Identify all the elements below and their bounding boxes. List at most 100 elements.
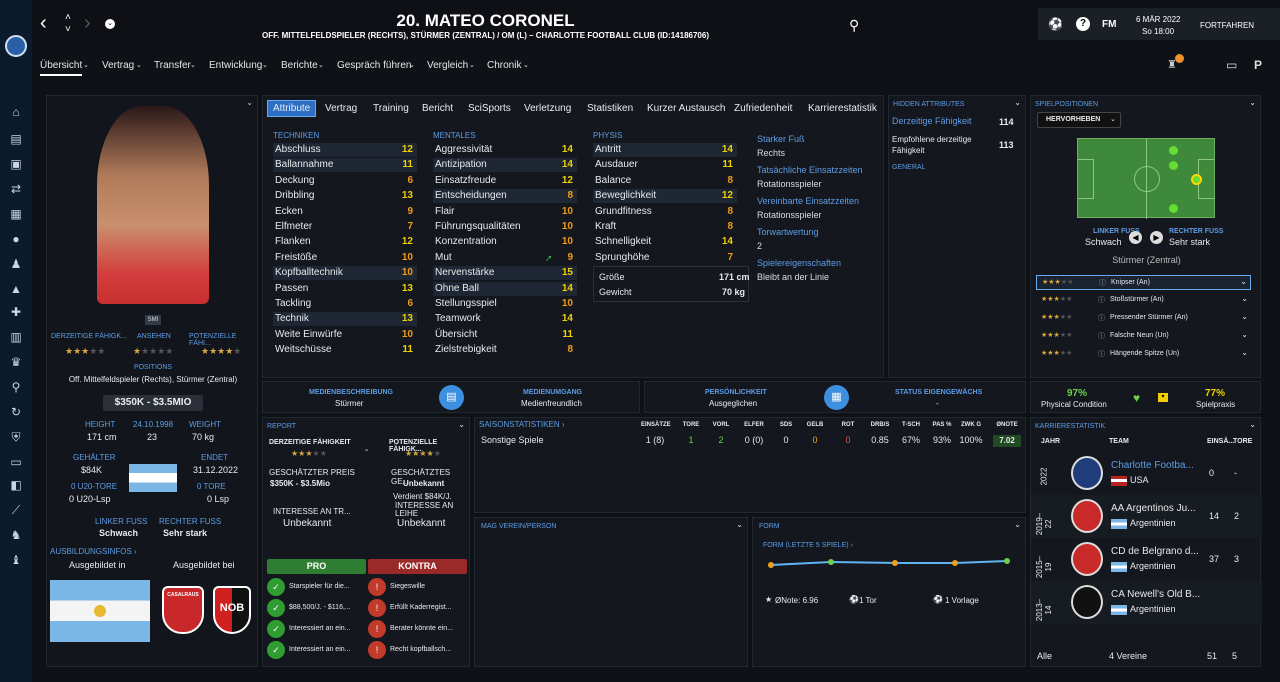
medical-icon[interactable]: ✚ [10,305,22,319]
nav-development[interactable]: Entwicklung [209,60,263,71]
dropdown-icon[interactable]: ⌄ [105,19,115,29]
liked-by-menu-icon[interactable]: ⌄ [736,520,743,529]
tab-scisports[interactable]: SciSports [468,103,511,114]
notification-icon[interactable]: ♜ [1167,59,1177,71]
hidden-menu-icon[interactable]: ⌄ [1014,98,1021,107]
briefcase-icon[interactable]: ▭ [10,455,22,469]
tactics-icon[interactable]: ▦ [10,207,22,221]
form-menu-icon[interactable]: ⌄ [1014,520,1021,529]
trophy-icon[interactable]: ♛ [10,355,22,369]
attribute-value: 7 [407,221,413,232]
career-team[interactable]: Charlotte Footba... [1111,460,1194,471]
fm-logo[interactable]: FM [1102,19,1117,30]
season-title[interactable]: SAISONSTATISTIKEN › [479,420,565,429]
form-subtitle[interactable]: FORM (LETZTE 5 SPIELE) › [763,542,853,549]
forward-icon[interactable]: › [84,12,91,34]
role-row[interactable]: ★★★★★ ⓘ Hängende Spitze (Un) ⌄ [1036,347,1251,362]
continue-button[interactable]: FORTFAHREN [1200,21,1255,30]
tab-contract[interactable]: Vertrag [325,103,358,114]
finance-icon[interactable]: ◧ [10,478,22,492]
tab-statistics[interactable]: Statistiken [587,103,634,114]
career-team[interactable]: CD de Belgrano d... [1111,546,1199,557]
calendar-icon[interactable]: ▥ [10,330,22,344]
chevron-down-icon[interactable]: ⌄ [1240,277,1247,286]
nav-transfer[interactable]: Transfer [154,60,191,71]
tab-career-stats[interactable]: Karrierestatistik [808,103,877,114]
search-icon[interactable]: ⚲ [849,17,860,33]
squad-icon[interactable]: ▣ [10,157,22,171]
trained-in-flag [50,580,150,642]
con-item: ! Berater könnte ein... [368,620,467,640]
refresh-icon[interactable]: ↻ [10,405,22,419]
down-icon[interactable]: ˅ [65,24,71,35]
reputation-stars: ★★★★★ [133,346,174,356]
club-logo[interactable] [5,35,27,57]
training-icon[interactable]: ▲ [10,282,22,296]
mentales-title: MENTALES [433,131,476,140]
globe-icon[interactable]: ⚽ [1048,17,1063,31]
weight-value: 70 kg [192,432,215,442]
chevron-down-icon[interactable]: ⌄ [1241,312,1248,321]
role-row[interactable]: ★★★★★ ⓘ Stoßstürmer (An) ⌄ [1036,293,1251,308]
nav-talk[interactable]: Gespräch führen [337,60,412,71]
nav-history[interactable]: Chronik [487,60,522,71]
attribute-value: 12 [721,190,733,202]
season-value: 1 (8) [645,435,665,445]
role-row[interactable]: ★★★★★ ⓘ Falsche Neun (Un) ⌄ [1036,329,1251,344]
report-ca-stars: ★★★★★ [291,449,327,458]
chevron-down-icon[interactable]: ⌄ [1241,348,1248,357]
transfer-icon[interactable]: ⇄ [10,182,22,196]
group-icon[interactable]: ♝ [10,553,22,567]
role-row[interactable]: ★★★★★ ⓘ Pressender Stürmer (An) ⌄ [1036,311,1251,326]
career-menu-icon[interactable]: ⌄ [1249,420,1256,429]
right-foot-icon: ▶ [1150,231,1163,244]
trait-label: Torwartwertung [757,227,819,237]
tab-attributes[interactable]: Attribute [267,100,317,117]
ball-icon[interactable]: ● [12,232,20,246]
shield-icon[interactable]: ⛨ [11,430,21,444]
chevron-down-icon[interactable]: ⌄ [1241,330,1248,339]
people-icon[interactable]: ♞ [10,528,22,542]
form-assists: 1 Vorlage [945,596,979,605]
attribute-value: 15 [561,267,573,279]
inbox-icon[interactable]: ▤ [10,132,22,146]
role-name: Hängende Spitze (Un) [1110,350,1180,357]
report-menu-icon[interactable]: ⌄ [458,420,465,429]
paypal-icon[interactable]: P [1254,58,1263,72]
tab-quick-chat[interactable]: Kurzer Austausch [647,103,726,114]
chart-icon[interactable]: ⟋ [11,503,21,517]
season-value: 100% [959,435,983,445]
tab-injury[interactable]: Verletzung [524,103,572,114]
nav-compare[interactable]: Vergleich [427,60,469,71]
scouting-icon[interactable]: ⚲ [11,380,21,394]
nav-contract[interactable]: Vertrag [102,60,135,71]
home-icon[interactable]: ⌂ [12,105,20,119]
attribute-row: Dribbling 13 [273,189,417,203]
staff-icon[interactable]: ♟ [10,257,22,271]
attribute-row: Passen 13 [273,282,417,296]
role-row[interactable]: ★★★★★ ⓘ Knipser (An) ⌄ [1036,275,1251,290]
nav-reports[interactable]: Berichte [281,60,318,71]
media-desc-value: Stürmer [335,399,364,408]
technik-column: Abschluss 12 Ballannahme 11 Deckung 6 Dribblin… [273,143,417,359]
chevron-down-icon[interactable]: ⌄ [1241,294,1248,303]
tab-happiness[interactable]: Zufriedenheit [734,103,793,114]
help-icon[interactable]: ? [1076,17,1090,31]
con-icon: ! [368,578,386,596]
training-info-link[interactable]: AUSBILDUNGSINFOS › [50,547,137,556]
career-row: 2019–22 AA Argentinos Ju... Argentinien 14 2 [1031,495,1262,538]
nav-overview[interactable]: Übersicht [40,60,83,76]
tab-report[interactable]: Bericht [422,103,454,114]
attribute-value: 11 [722,159,733,171]
back-icon[interactable]: ‹ [40,12,47,34]
attribute-name: Mut [435,251,452,263]
positions-menu-icon[interactable]: ⌄ [1249,98,1256,107]
panel-menu-icon[interactable]: ⌄ [246,98,253,107]
career-team[interactable]: AA Argentinos Ju... [1111,503,1196,514]
screen-icon[interactable]: ▭ [1226,58,1238,72]
tab-training[interactable]: Training [373,103,409,114]
up-icon[interactable]: ˄ [65,12,71,23]
career-team[interactable]: CA Newell's Old B... [1111,589,1201,600]
highlight-dropdown[interactable]: HERVORHEBEN ⌄ [1037,112,1121,128]
attribute-row: Abschluss 12 [273,143,417,157]
